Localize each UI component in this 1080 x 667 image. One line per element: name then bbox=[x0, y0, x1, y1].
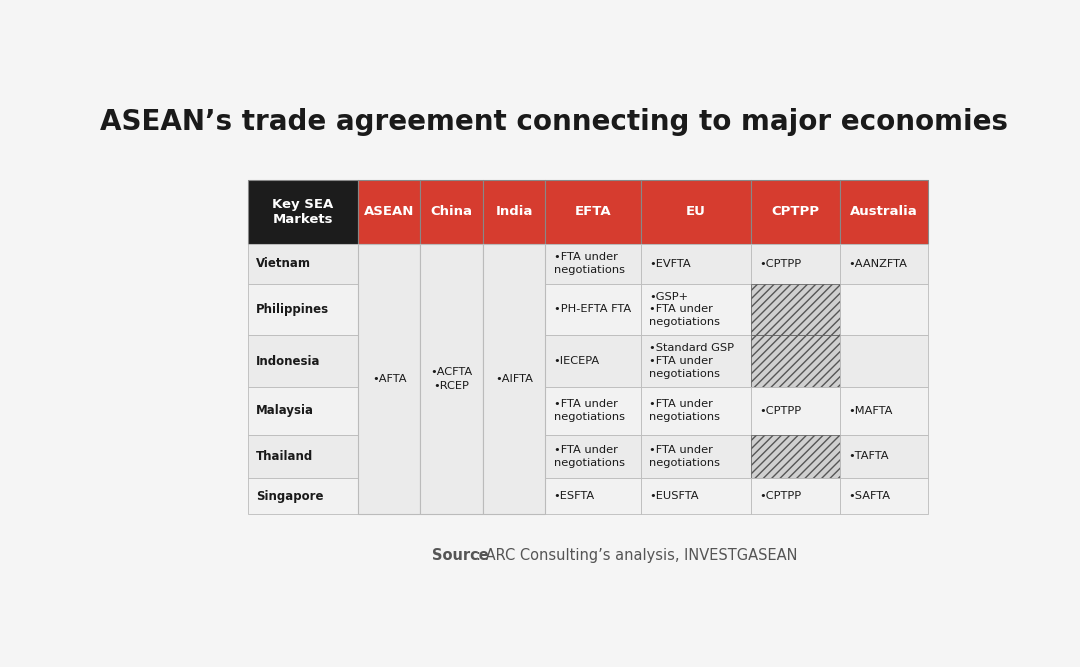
Text: •FTA under
negotiations: •FTA under negotiations bbox=[554, 400, 624, 422]
Bar bbox=[840, 180, 929, 243]
Bar bbox=[420, 283, 483, 336]
Text: India: India bbox=[496, 205, 532, 219]
Bar bbox=[483, 180, 545, 243]
Text: China: China bbox=[431, 205, 473, 219]
Text: Philippines: Philippines bbox=[256, 303, 329, 316]
Bar bbox=[483, 243, 545, 514]
Bar bbox=[248, 243, 357, 283]
Text: •SAFTA: •SAFTA bbox=[848, 491, 890, 501]
Text: Key SEA
Markets: Key SEA Markets bbox=[272, 197, 334, 226]
Bar bbox=[357, 434, 420, 478]
Bar bbox=[751, 336, 840, 387]
Text: •CPTPP: •CPTPP bbox=[759, 406, 801, 416]
Bar bbox=[642, 243, 751, 283]
Bar bbox=[357, 336, 420, 387]
Bar bbox=[248, 478, 357, 514]
Text: •MAFTA: •MAFTA bbox=[848, 406, 892, 416]
Bar bbox=[248, 387, 357, 434]
Bar bbox=[483, 283, 545, 336]
Bar bbox=[248, 434, 357, 478]
Bar bbox=[751, 478, 840, 514]
Text: •PH-EFTA FTA: •PH-EFTA FTA bbox=[554, 304, 631, 314]
Bar bbox=[483, 434, 545, 478]
Bar bbox=[483, 243, 545, 283]
Bar bbox=[642, 478, 751, 514]
Bar bbox=[840, 283, 929, 336]
Text: •AANZFTA: •AANZFTA bbox=[848, 259, 907, 269]
Bar bbox=[420, 243, 483, 283]
Text: •AIFTA: •AIFTA bbox=[495, 374, 534, 384]
Bar bbox=[420, 243, 483, 514]
Bar bbox=[840, 387, 929, 434]
Bar bbox=[545, 180, 642, 243]
Bar bbox=[357, 283, 420, 336]
Text: •ESFTA: •ESFTA bbox=[554, 491, 595, 501]
Bar bbox=[840, 336, 929, 387]
Bar bbox=[751, 180, 840, 243]
Bar bbox=[545, 478, 642, 514]
Bar bbox=[642, 387, 751, 434]
Bar bbox=[357, 180, 420, 243]
Bar bbox=[483, 336, 545, 387]
Text: Malaysia: Malaysia bbox=[256, 404, 314, 417]
Text: •ACFTA
•RCEP: •ACFTA •RCEP bbox=[431, 368, 473, 390]
Text: •IECEPA: •IECEPA bbox=[554, 356, 599, 366]
Bar bbox=[840, 434, 929, 478]
Bar bbox=[483, 478, 545, 514]
Text: •CPTPP: •CPTPP bbox=[759, 259, 801, 269]
Text: •Standard GSP
•FTA under
negotiations: •Standard GSP •FTA under negotiations bbox=[649, 344, 734, 379]
Text: •EVFTA: •EVFTA bbox=[649, 259, 691, 269]
Text: •EUSFTA: •EUSFTA bbox=[649, 491, 699, 501]
Text: •GSP+
•FTA under
negotiations: •GSP+ •FTA under negotiations bbox=[649, 291, 720, 327]
Bar bbox=[545, 283, 642, 336]
Text: : ARC Consulting’s analysis, INVESTGASEAN: : ARC Consulting’s analysis, INVESTGASEA… bbox=[475, 548, 797, 562]
Text: •CPTPP: •CPTPP bbox=[759, 491, 801, 501]
Text: •FTA under
negotiations: •FTA under negotiations bbox=[554, 252, 624, 275]
Text: •AFTA: •AFTA bbox=[372, 374, 406, 384]
Bar bbox=[420, 180, 483, 243]
Bar bbox=[248, 283, 357, 336]
Bar bbox=[751, 243, 840, 283]
Bar bbox=[248, 336, 357, 387]
Text: Australia: Australia bbox=[850, 205, 918, 219]
Text: ASEAN: ASEAN bbox=[364, 205, 415, 219]
Bar bbox=[357, 243, 420, 514]
Bar bbox=[545, 434, 642, 478]
Bar bbox=[751, 283, 840, 336]
Bar bbox=[642, 180, 751, 243]
Bar bbox=[545, 336, 642, 387]
Bar bbox=[483, 387, 545, 434]
Bar bbox=[642, 434, 751, 478]
Text: •TAFTA: •TAFTA bbox=[848, 452, 889, 462]
Bar bbox=[840, 478, 929, 514]
Bar bbox=[420, 387, 483, 434]
Bar bbox=[357, 478, 420, 514]
Bar bbox=[420, 478, 483, 514]
Text: EFTA: EFTA bbox=[575, 205, 611, 219]
Bar bbox=[420, 434, 483, 478]
Bar bbox=[420, 336, 483, 387]
Bar bbox=[545, 243, 642, 283]
Bar bbox=[357, 387, 420, 434]
Text: ASEAN’s trade agreement connecting to major economies: ASEAN’s trade agreement connecting to ma… bbox=[99, 108, 1008, 136]
Bar bbox=[248, 180, 357, 243]
Text: Thailand: Thailand bbox=[256, 450, 313, 463]
Text: •FTA under
negotiations: •FTA under negotiations bbox=[649, 445, 720, 468]
Bar bbox=[545, 387, 642, 434]
Bar bbox=[751, 387, 840, 434]
Bar bbox=[357, 243, 420, 283]
Text: Singapore: Singapore bbox=[256, 490, 324, 503]
Text: •FTA under
negotiations: •FTA under negotiations bbox=[649, 400, 720, 422]
Text: Indonesia: Indonesia bbox=[256, 355, 321, 368]
Text: Source: Source bbox=[432, 548, 489, 562]
Bar bbox=[642, 283, 751, 336]
Text: •FTA under
negotiations: •FTA under negotiations bbox=[554, 445, 624, 468]
Bar bbox=[751, 434, 840, 478]
Text: Vietnam: Vietnam bbox=[256, 257, 311, 270]
Bar bbox=[642, 336, 751, 387]
Text: EU: EU bbox=[686, 205, 706, 219]
Bar bbox=[840, 243, 929, 283]
Text: CPTPP: CPTPP bbox=[771, 205, 820, 219]
